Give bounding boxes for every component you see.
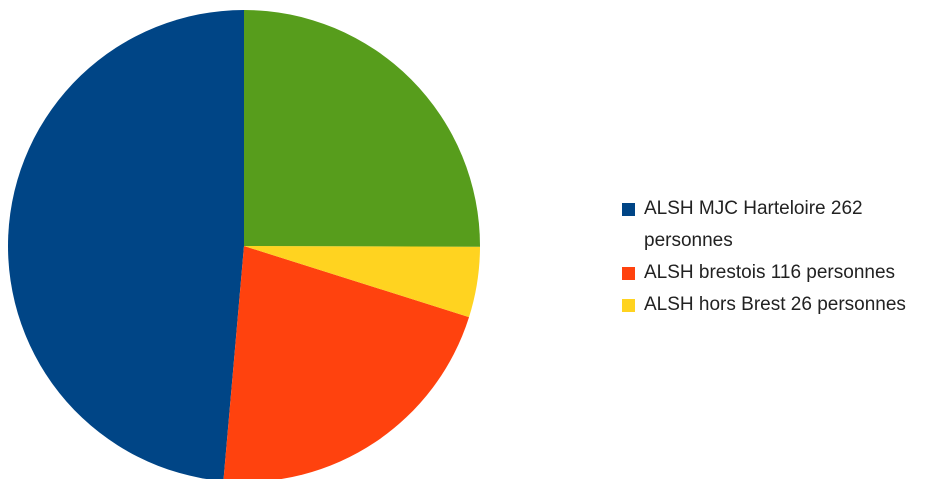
legend-swatch xyxy=(622,299,635,312)
chart xyxy=(8,10,480,479)
legend-item: ALSH MJC Harteloire 262 personnes xyxy=(622,193,947,257)
legend-item: ALSH brestois 116 personnes xyxy=(622,257,947,289)
pie-slice xyxy=(8,10,244,479)
pie-slice xyxy=(223,246,470,479)
legend-label: ALSH MJC Harteloire 262 personnes xyxy=(644,198,863,251)
legend: ALSH MJC Harteloire 262 personnes ALSH br… xyxy=(622,193,947,321)
legend-label: ALSH hors Brest 26 personnes xyxy=(644,294,906,315)
legend-item: ALSH hors Brest 26 personnes xyxy=(622,289,947,321)
pie-slice xyxy=(244,246,480,318)
legend-swatch xyxy=(622,267,635,280)
legend-label: ALSH brestois 116 personnes xyxy=(644,262,896,283)
pie-slice xyxy=(244,10,480,247)
legend-swatch xyxy=(622,203,635,216)
